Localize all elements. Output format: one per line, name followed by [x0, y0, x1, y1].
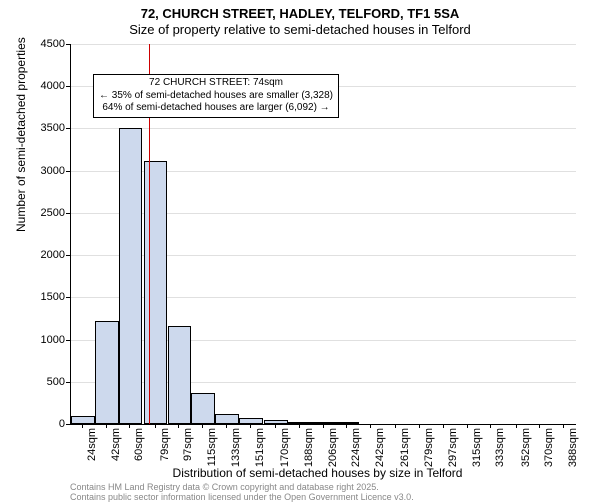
footer-line2: Contains public sector information licen…: [70, 493, 414, 503]
ytick-mark: [66, 213, 70, 214]
xtick-mark: [178, 424, 179, 428]
xtick-label: 60sqm: [133, 428, 145, 461]
ytick-label: 1500: [25, 291, 65, 303]
xtick-label: 333sqm: [494, 428, 506, 467]
xtick-mark: [490, 424, 491, 428]
histogram-bar: [119, 128, 143, 424]
xtick-mark: [467, 424, 468, 428]
xtick-label: 115sqm: [206, 428, 218, 466]
ytick-mark: [66, 382, 70, 383]
xtick-mark: [516, 424, 517, 428]
histogram-bar: [168, 326, 192, 424]
histogram-bar: [71, 416, 95, 424]
gridline-h: [71, 44, 576, 45]
xtick-label: 242sqm: [374, 428, 386, 467]
xtick-mark: [226, 424, 227, 428]
xtick-label: 97sqm: [182, 428, 194, 461]
ytick-mark: [66, 44, 70, 45]
xtick-label: 170sqm: [279, 428, 291, 467]
xtick-label: 24sqm: [86, 428, 98, 461]
xtick-mark: [155, 424, 156, 428]
chart-subtitle: Size of property relative to semi-detach…: [0, 22, 600, 37]
xtick-label: 133sqm: [230, 428, 242, 467]
chart-container: 72, CHURCH STREET, HADLEY, TELFORD, TF1 …: [0, 0, 600, 500]
histogram-bar: [239, 418, 263, 424]
ytick-mark: [66, 255, 70, 256]
x-axis-label: Distribution of semi-detached houses by …: [0, 466, 600, 480]
xtick-mark: [370, 424, 371, 428]
ytick-mark: [66, 297, 70, 298]
xtick-mark: [202, 424, 203, 428]
xtick-mark: [299, 424, 300, 428]
xtick-label: 151sqm: [254, 428, 266, 467]
plot-area: 72 CHURCH STREET: 74sqm← 35% of semi-det…: [70, 44, 576, 425]
ytick-mark: [66, 340, 70, 341]
ytick-label: 3000: [25, 165, 65, 177]
ytick-label: 500: [25, 376, 65, 388]
xtick-label: 297sqm: [447, 428, 459, 467]
annotation-line2: ← 35% of semi-detached houses are smalle…: [99, 90, 333, 103]
xtick-mark: [323, 424, 324, 428]
annotation-line1: 72 CHURCH STREET: 74sqm: [99, 77, 333, 90]
xtick-mark: [419, 424, 420, 428]
chart-title: 72, CHURCH STREET, HADLEY, TELFORD, TF1 …: [0, 6, 600, 21]
xtick-label: 79sqm: [159, 428, 171, 461]
xtick-label: 370sqm: [543, 428, 555, 467]
ytick-label: 4500: [25, 38, 65, 50]
ytick-label: 2000: [25, 249, 65, 261]
xtick-mark: [395, 424, 396, 428]
ytick-label: 3500: [25, 122, 65, 134]
histogram-bar: [95, 321, 119, 424]
xtick-label: 352sqm: [520, 428, 532, 467]
xtick-mark: [129, 424, 130, 428]
histogram-bar: [191, 393, 215, 424]
xtick-label: 261sqm: [399, 428, 411, 467]
histogram-bar: [215, 414, 239, 424]
ytick-mark: [66, 128, 70, 129]
xtick-label: 224sqm: [350, 428, 362, 467]
y-axis-label-text: Number of semi-detached properties: [14, 37, 28, 232]
xtick-mark: [443, 424, 444, 428]
annotation-box: 72 CHURCH STREET: 74sqm← 35% of semi-det…: [93, 74, 339, 118]
histogram-bar: [144, 161, 168, 424]
ytick-mark: [66, 171, 70, 172]
ytick-label: 0: [25, 418, 65, 430]
xtick-mark: [275, 424, 276, 428]
y-axis-label: Number of semi-detached properties: [14, 37, 28, 232]
xtick-label: 206sqm: [327, 428, 339, 467]
xtick-label: 188sqm: [303, 428, 315, 467]
xtick-label: 42sqm: [110, 428, 122, 461]
xtick-label: 279sqm: [423, 428, 435, 467]
ytick-label: 4000: [25, 80, 65, 92]
xtick-label: 388sqm: [567, 428, 579, 467]
xtick-mark: [563, 424, 564, 428]
xtick-label: 315sqm: [471, 428, 483, 467]
annotation-line3: 64% of semi-detached houses are larger (…: [99, 102, 333, 115]
xtick-mark: [250, 424, 251, 428]
ytick-label: 2500: [25, 207, 65, 219]
ytick-label: 1000: [25, 334, 65, 346]
xtick-mark: [539, 424, 540, 428]
ytick-mark: [66, 424, 70, 425]
ytick-mark: [66, 86, 70, 87]
histogram-bar: [335, 422, 359, 424]
gridline-h: [71, 128, 576, 129]
xtick-mark: [106, 424, 107, 428]
xtick-mark: [346, 424, 347, 428]
xtick-mark: [82, 424, 83, 428]
